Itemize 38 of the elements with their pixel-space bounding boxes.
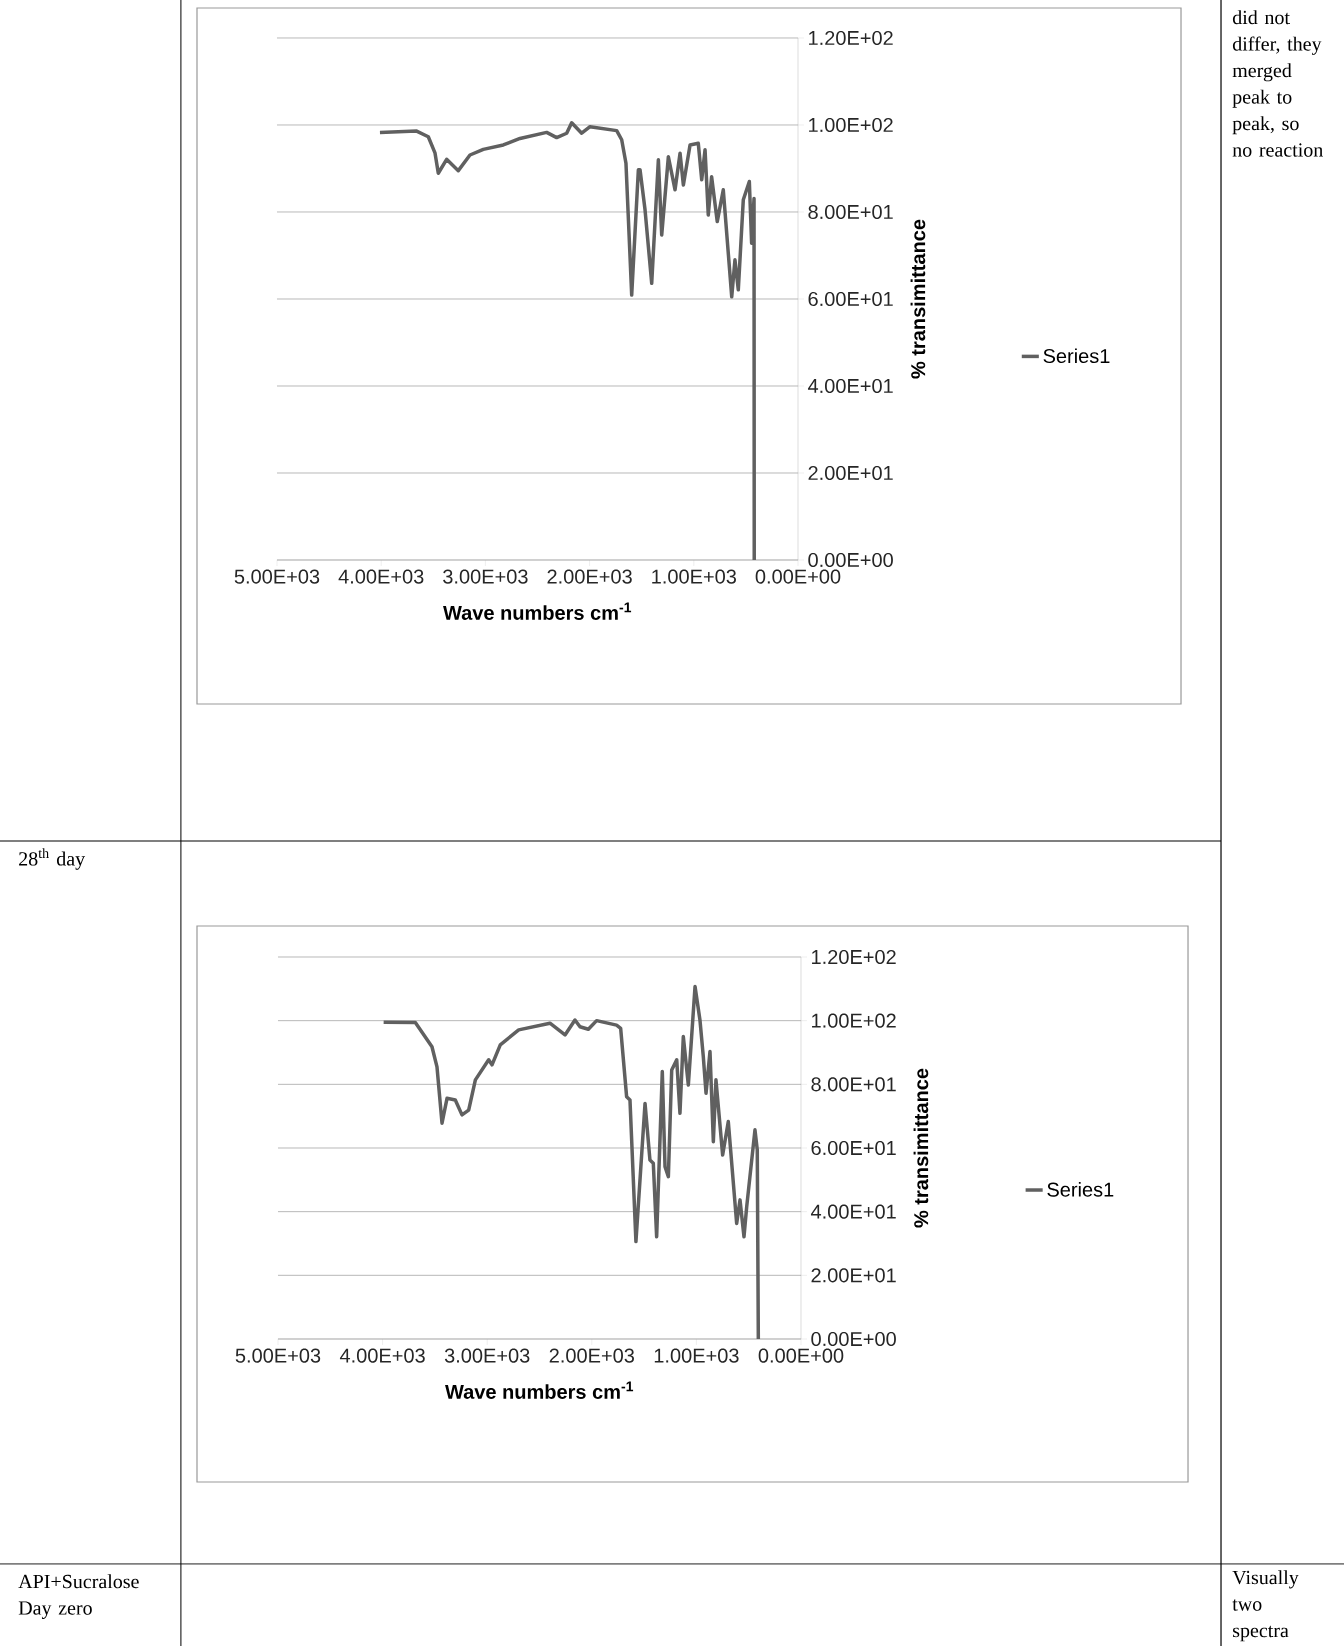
x-tick-label: 5.00E+03 — [235, 1348, 321, 1363]
y-tick-label: 2.00E+01 — [811, 1268, 896, 1283]
y-axis-title: % transimittance — [913, 1068, 929, 1228]
line-series — [378, 121, 756, 562]
y-tick-label: 0.00E+00 — [811, 1331, 896, 1347]
y-tick-label: 1.00E+02 — [809, 117, 893, 133]
x-axis-title: Wave numbers cm$^{-1}$ — [445, 1381, 634, 1399]
x-tick-label: 1.00E+03 — [654, 1348, 739, 1363]
y-tick-label: 6.00E+01 — [808, 291, 893, 307]
text: Visually two spectra — [1232, 1570, 1299, 1642]
x-tick-label: 5.00E+03 — [234, 569, 320, 584]
x-tick-label: 0.00E+00 — [758, 1348, 844, 1363]
y-tick-label: 1.20E+02 — [809, 30, 893, 46]
x-tick-label: 2.00E+03 — [547, 569, 632, 584]
y-tick-label: 0.00E+00 — [808, 552, 893, 568]
x-tick-label: 1.00E+03 — [652, 569, 736, 584]
legend-label: Series1 — [1043, 348, 1110, 364]
y-tick-label: 4.00E+01 — [810, 1204, 896, 1219]
line-series — [381, 984, 761, 1341]
text: API+Sucralose Day zero — [18, 1574, 139, 1619]
x-tick-label: 4.00E+03 — [339, 1348, 425, 1363]
y-tick-label: 1.00E+02 — [812, 1013, 896, 1028]
x-tick-label: 3.00E+03 — [443, 569, 528, 584]
y-tick-label: 2.00E+01 — [808, 465, 893, 481]
text: 28$^{th}$ day — [19, 848, 86, 870]
text: did not differ, they merged peak to peak, so no reaction — [1232, 10, 1323, 157]
x-tick-label: 4.00E+03 — [338, 569, 424, 584]
y-tick-label: 8.00E+01 — [808, 204, 893, 220]
x-axis-title: Wave numbers cm$^{-1}$ — [443, 602, 632, 620]
y-axis-title: % transimittance — [910, 219, 926, 379]
x-tick-label: 0.00E+00 — [755, 569, 841, 584]
y-tick-label: 6.00E+01 — [811, 1140, 896, 1156]
y-tick-label: 4.00E+01 — [807, 378, 893, 394]
x-tick-label: 3.00E+03 — [444, 1348, 530, 1363]
x-tick-label: 2.00E+03 — [549, 1348, 634, 1363]
legend-label: Series1 — [1047, 1182, 1114, 1197]
y-tick-label: 8.00E+01 — [811, 1077, 896, 1092]
y-tick-label: 1.20E+02 — [812, 949, 896, 965]
